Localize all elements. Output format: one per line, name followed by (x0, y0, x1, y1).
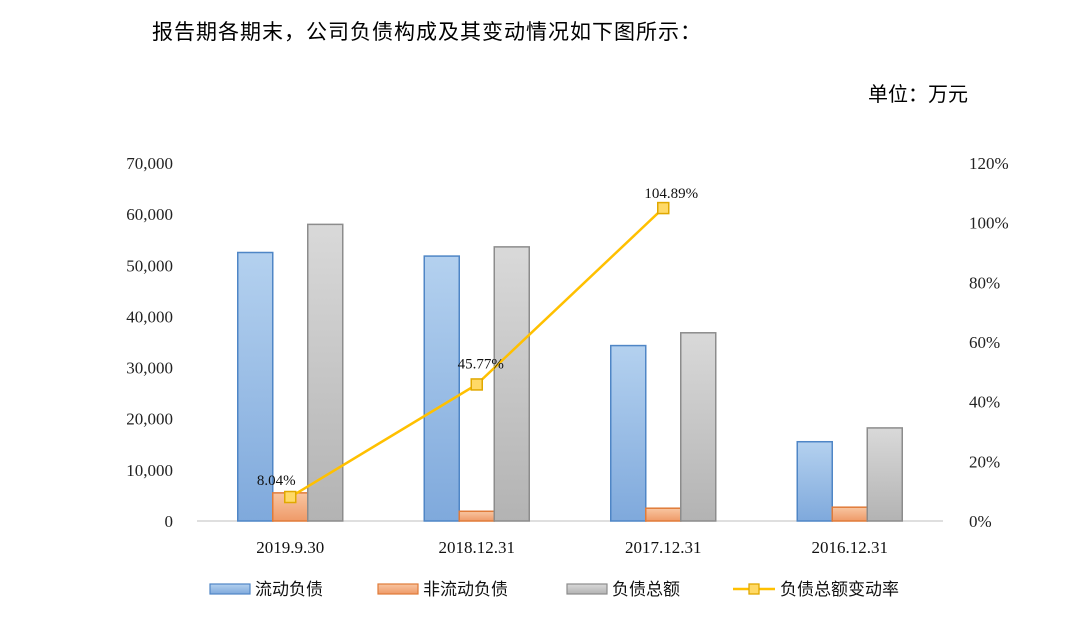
bar-2 (458, 510, 495, 522)
unit-label: 单位：万元 (868, 82, 968, 106)
bar-1 (423, 255, 460, 522)
bar-1 (610, 344, 647, 522)
y-right-tick-label: 60% (969, 333, 1000, 352)
legend-swatch (566, 583, 608, 595)
intro-text: 报告期各期末，公司负债构成及其变动情况如下图所示： (152, 20, 702, 44)
y-right-tick-label: 0% (969, 512, 992, 531)
rate-data-label: 104.89% (644, 186, 698, 202)
y-left-tick-label: 70,000 (126, 154, 173, 173)
y-right-tick-label: 40% (969, 393, 1000, 412)
legend-swatch (377, 583, 419, 595)
legend-label: 负债总额 (612, 580, 680, 600)
x-category-label: 2017.12.31 (625, 538, 702, 557)
y-right-tick-label: 80% (969, 273, 1000, 292)
y-left-tick-label: 60,000 (126, 205, 173, 224)
rate-data-label: 8.04% (257, 473, 296, 489)
y-left-tick-label: 40,000 (126, 307, 173, 326)
bar-3 (866, 427, 903, 522)
y-left-tick-label: 50,000 (126, 256, 173, 275)
legend-marker (748, 583, 760, 595)
x-category-label: 2019.9.30 (256, 538, 324, 557)
y-right-tick-label: 120% (969, 154, 1009, 173)
bar-2 (831, 506, 868, 522)
rate-line (289, 207, 665, 499)
y-left-tick-label: 10,000 (126, 461, 173, 480)
legend-label: 负债总额变动率 (780, 580, 899, 600)
bar-1 (796, 440, 833, 522)
y-left-tick-label: 0 (165, 512, 174, 531)
legend-label: 非流动负债 (423, 580, 508, 600)
legend-swatch (209, 583, 251, 595)
rate-data-label: 45.77% (458, 356, 504, 372)
x-category-label: 2018.12.31 (439, 538, 516, 557)
rate-point (657, 201, 670, 215)
rate-point (470, 378, 483, 391)
bar-3 (307, 223, 344, 522)
x-category-label: 2016.12.31 (812, 538, 889, 557)
y-right-tick-label: 100% (969, 214, 1009, 233)
y-right-tick-label: 20% (969, 452, 1000, 471)
rate-point (284, 490, 297, 504)
legend-label: 流动负债 (255, 580, 323, 600)
bar-3 (680, 332, 717, 522)
bar-3 (493, 246, 530, 522)
bar-1 (237, 251, 274, 522)
bar-2 (645, 507, 682, 522)
y-left-tick-label: 30,000 (126, 359, 173, 378)
y-left-tick-label: 20,000 (126, 410, 173, 429)
